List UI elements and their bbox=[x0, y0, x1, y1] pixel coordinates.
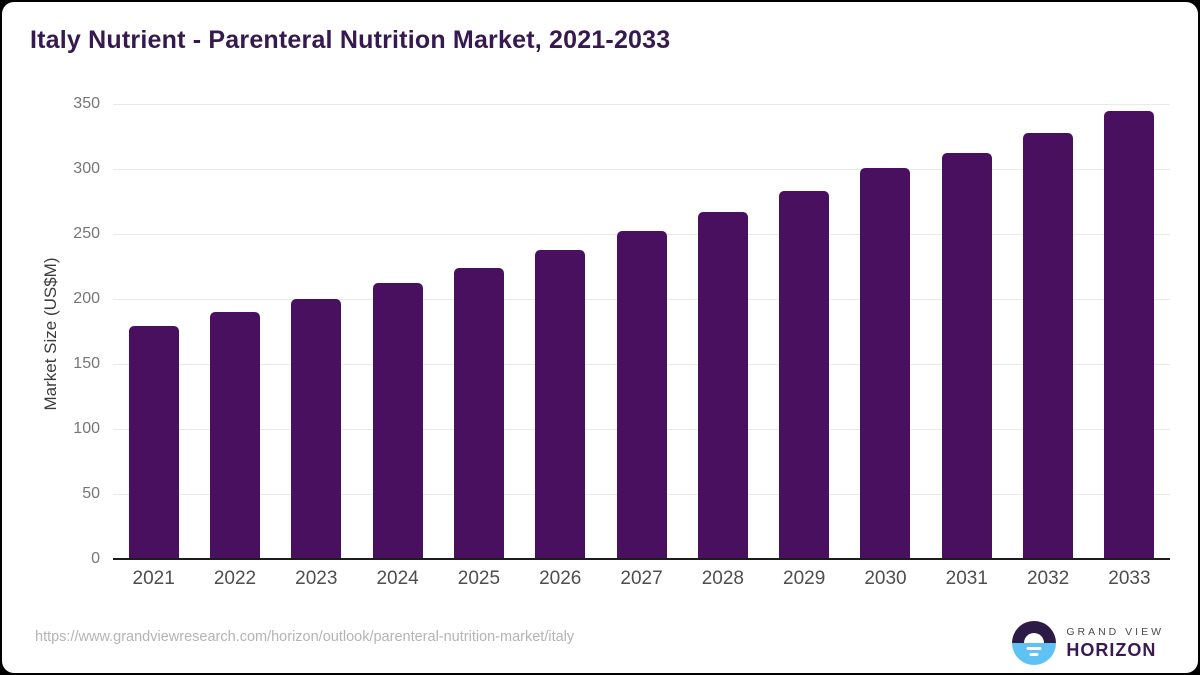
x-tick-label: 2033 bbox=[1108, 568, 1151, 589]
x-tick-label: 2025 bbox=[457, 568, 501, 589]
bar-2023 bbox=[291, 299, 342, 559]
x-tick-label: 2029 bbox=[783, 568, 826, 589]
x-axis-line bbox=[113, 558, 1170, 560]
bar-slot bbox=[276, 104, 357, 559]
y-tick-label: 0 bbox=[91, 550, 100, 567]
bar-2021 bbox=[128, 326, 179, 559]
logo-sky-half bbox=[1012, 621, 1057, 643]
logo-reflection-bar bbox=[1026, 647, 1042, 650]
bar-2030 bbox=[860, 167, 911, 559]
horizon-sunrise-icon bbox=[1012, 621, 1057, 665]
bar-slot bbox=[1007, 104, 1088, 559]
bar-2032 bbox=[1023, 132, 1074, 559]
bar-slot bbox=[520, 104, 601, 559]
x-tick-label: 2030 bbox=[864, 568, 907, 589]
bar-slot bbox=[764, 104, 845, 559]
bar-2031 bbox=[941, 153, 992, 559]
gridline bbox=[113, 169, 1170, 170]
x-tick-label: 2024 bbox=[376, 568, 419, 589]
logo-product-name: HORIZON bbox=[1066, 639, 1157, 660]
bar-slot bbox=[682, 104, 763, 559]
logo-text: GRAND VIEW HORIZON bbox=[1066, 626, 1164, 661]
bar-2033 bbox=[1104, 110, 1155, 559]
x-tick-label: 2027 bbox=[620, 568, 663, 589]
x-tick-label: 2032 bbox=[1026, 568, 1070, 589]
logo-reflection-bar bbox=[1029, 653, 1039, 656]
bar-slot bbox=[438, 104, 519, 559]
x-tick-label: 2031 bbox=[945, 568, 988, 589]
bar-2024 bbox=[372, 283, 423, 559]
y-tick-label: 100 bbox=[73, 420, 100, 437]
grand-view-horizon-logo: GRAND VIEW HORIZON bbox=[1012, 621, 1164, 665]
logo-brand-name: GRAND VIEW bbox=[1066, 625, 1164, 638]
bar-2022 bbox=[209, 312, 260, 559]
y-tick-label: 300 bbox=[73, 160, 100, 177]
bar-2027 bbox=[616, 231, 667, 559]
logo-sun-dome bbox=[1024, 633, 1045, 643]
y-tick-label: 350 bbox=[73, 95, 100, 112]
y-tick-label: 150 bbox=[73, 355, 100, 372]
y-tick-label: 50 bbox=[82, 485, 100, 502]
bar-slot bbox=[601, 104, 682, 559]
y-tick-label: 250 bbox=[73, 225, 100, 242]
x-tick-label: 2026 bbox=[539, 568, 582, 589]
plot-area bbox=[113, 104, 1170, 560]
chart-title: Italy Nutrient - Parenteral Nutrition Ma… bbox=[30, 26, 671, 54]
bar-2029 bbox=[779, 191, 830, 559]
source-url: https://www.grandviewresearch.com/horizo… bbox=[35, 629, 575, 645]
x-tick-label: 2023 bbox=[295, 568, 338, 589]
y-axis-ticks: 0 50 100 150 200 250 300 350 bbox=[2, 95, 100, 567]
bar-2026 bbox=[535, 249, 586, 559]
x-tick-label: 2028 bbox=[701, 568, 744, 589]
x-axis-ticks: 2021 2022 2023 2024 2025 2026 2027 2028 2029 2030… bbox=[113, 568, 1170, 590]
y-tick-label: 200 bbox=[73, 290, 100, 307]
bar-slot bbox=[357, 104, 438, 559]
bar-slot bbox=[113, 104, 194, 559]
bar-slot bbox=[194, 104, 275, 559]
bars-container bbox=[113, 104, 1170, 559]
bar-2028 bbox=[697, 211, 748, 559]
x-tick-label: 2021 bbox=[132, 568, 175, 589]
bar-2025 bbox=[453, 267, 504, 559]
gridline bbox=[113, 104, 1170, 105]
x-tick-label: 2022 bbox=[213, 568, 257, 589]
bar-slot bbox=[1089, 104, 1170, 559]
bar-slot bbox=[926, 104, 1007, 559]
bar-slot bbox=[845, 104, 926, 559]
